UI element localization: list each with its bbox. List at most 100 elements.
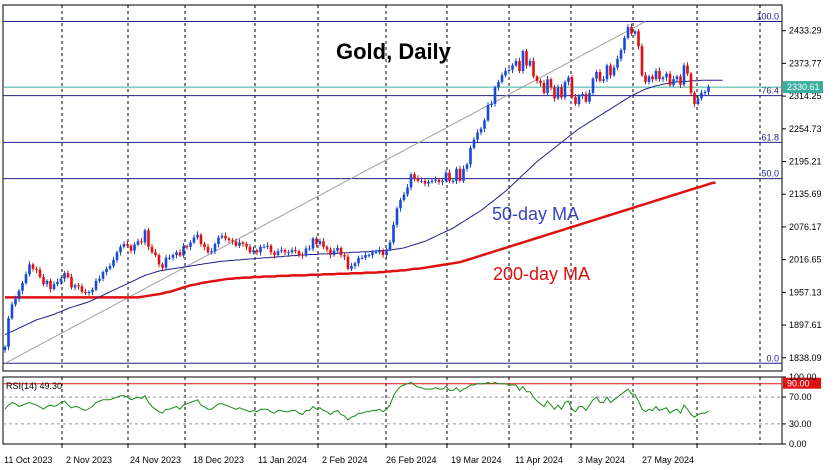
candle [479,127,483,136]
candle [325,245,329,253]
candle [241,240,245,247]
candle [157,253,161,268]
fibonacci-levels: 100.0 76.4 61.8 50.0 0.0 [3,11,782,364]
candle [416,175,420,183]
candle [462,165,465,184]
rsi-levels: 90.00 [3,377,821,425]
candle [129,244,133,254]
candle [682,62,686,87]
candle [217,235,220,248]
x-tick-label: 26 Feb 2024 [386,455,437,465]
candle [182,242,185,258]
y-tick-label: 2016.65 [789,255,822,265]
rsi-level-label: 90.00 [787,379,810,389]
candle [308,245,311,251]
candle [637,29,640,50]
rsi-y-tick-label: 100.00 [789,372,817,382]
candle [336,244,339,253]
y-tick-label: 2373.77 [789,58,822,68]
candle [619,48,623,62]
candle [143,228,147,246]
candle [469,145,472,168]
candle [612,64,616,77]
price-panel [2,4,783,372]
candle [318,238,322,246]
candle [455,166,458,185]
candle [10,301,14,320]
chart-title: Gold, Daily [336,39,452,64]
candle [371,250,374,259]
rsi-y-tick-label: 30.00 [789,419,812,429]
candle [77,283,80,290]
candle [101,270,105,282]
candle [549,77,553,91]
candle [556,84,560,101]
candle [21,280,24,295]
candle [238,239,241,248]
candle [3,345,7,353]
candle [276,248,280,257]
candle [427,179,430,187]
candle [171,253,175,261]
candle [35,266,38,274]
candle [490,100,493,108]
candle [651,74,654,83]
candle [700,89,703,101]
candle [343,252,346,260]
candle [210,247,213,255]
candle [28,261,31,277]
candle [161,262,164,271]
x-tick-label: 19 Mar 2024 [451,455,502,465]
candlesticks [3,23,710,353]
candle [539,78,542,87]
candle [119,244,122,256]
candle [374,249,378,254]
candle [332,247,336,257]
candle [66,270,70,279]
candle [367,253,371,258]
candle [311,236,315,252]
candle [7,316,10,351]
candle [675,74,679,82]
candle [640,43,644,77]
y-tick-label: 2314.25 [789,91,822,101]
candle [570,74,574,99]
candle [532,57,535,79]
y-tick-label: 2076.17 [789,222,822,232]
fib-level-label: 61.8 [761,132,779,142]
candle [189,240,192,251]
candle [381,248,385,258]
candle [52,281,56,291]
y-tick-label: 1957.13 [789,287,822,297]
candle [672,75,675,88]
candle [434,176,437,184]
rsi-axis: 100.00 70.00 30.00 0.00 [782,372,817,449]
x-tick-label: 2 Feb 2024 [322,455,368,465]
candle [616,55,619,70]
candle [42,273,45,287]
candle [441,178,444,186]
candle [133,242,136,254]
candle [196,231,199,240]
candle [290,247,294,254]
candle [437,178,441,185]
candle [17,289,21,302]
candle [567,75,570,86]
candle [602,75,605,84]
rsi-grid [61,377,761,444]
candle [472,136,476,150]
candle [259,244,262,256]
candle [413,172,416,182]
x-tick-label: 3 May 2024 [578,455,625,465]
candle [360,255,364,260]
candle [430,178,434,184]
candle [255,248,259,256]
candle [546,75,549,96]
candle [458,166,462,183]
candle [220,233,224,240]
candle [584,91,588,104]
candle [203,241,206,251]
candle [423,179,427,187]
candle [525,48,528,69]
